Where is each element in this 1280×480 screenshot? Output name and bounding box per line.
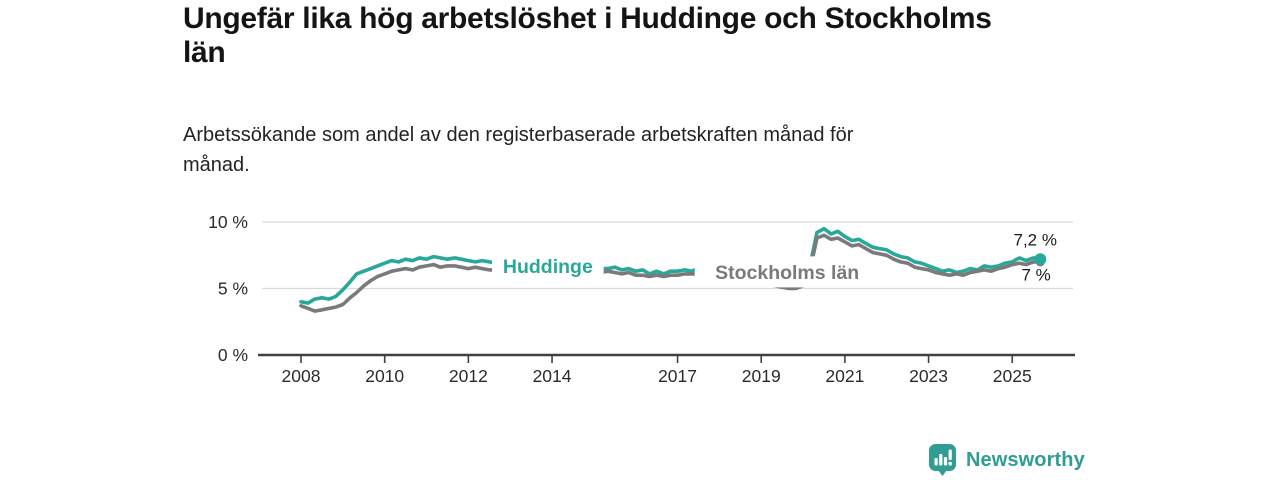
y-tick-label: 0 % — [218, 345, 248, 365]
svg-text:Huddinge: Huddinge — [503, 256, 593, 278]
brand-wordmark: Newsworthy — [966, 448, 1085, 471]
page-title: Ungefär lika hög arbetslöshet i Huddinge… — [183, 2, 1143, 70]
end-value-label: 7,2 % — [1014, 230, 1057, 249]
series-huddinge — [299, 226, 1043, 305]
x-tick-label: 2023 — [909, 366, 948, 386]
series-inline-label: Stockholms län — [694, 256, 880, 288]
title-line-1: Ungefär lika hög arbetslöshet i Huddinge… — [183, 2, 992, 35]
newsworthy-logo-icon — [929, 444, 956, 476]
x-axis: 2008 2010 2012 2014 2017 2019 2021 2023 2025 — [258, 353, 1075, 386]
title-line-2: län — [183, 36, 226, 69]
series-end-dot — [1034, 253, 1047, 266]
y-axis-labels: 0 % 5 % 10 % — [208, 212, 248, 365]
x-tick-label: 2021 — [825, 366, 864, 386]
x-tick-label: 2017 — [658, 366, 697, 386]
y-tick-label: 5 % — [218, 279, 248, 299]
x-tick-label: 2010 — [365, 366, 404, 386]
series-inline-label: Huddinge — [492, 250, 604, 282]
subtitle-line-1: Arbetssökande som andel av den registerb… — [183, 124, 854, 146]
gridlines — [262, 221, 1073, 290]
y-tick-label: 10 % — [208, 212, 248, 232]
chart-header: Ungefär lika hög arbetslöshet i Huddinge… — [183, 2, 1143, 70]
x-tick-label: 2025 — [993, 366, 1032, 386]
svg-text:Stockholms län: Stockholms län — [715, 262, 859, 284]
x-tick-label: 2019 — [742, 366, 781, 386]
x-tick-label: 2014 — [533, 366, 572, 386]
chart-subtitle: Arbetssökande som andel av den registerb… — [183, 120, 1083, 180]
subtitle-line-2: månad. — [183, 154, 250, 176]
x-tick-label: 2008 — [282, 366, 321, 386]
end-value-label: 7 % — [1021, 266, 1050, 285]
x-tick-label: 2012 — [449, 366, 488, 386]
series-stockholms-l-n — [299, 233, 1043, 313]
newsworthy-brand: Newsworthy — [928, 443, 1085, 477]
